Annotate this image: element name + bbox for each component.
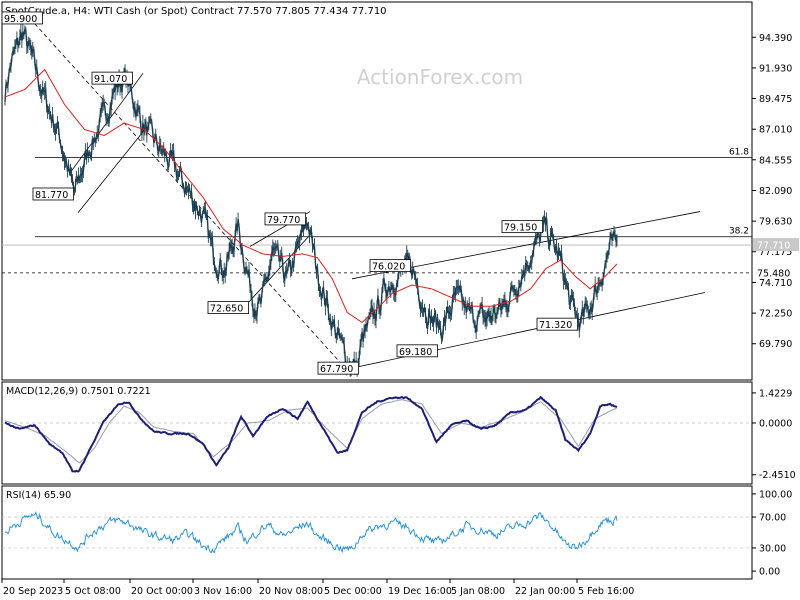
annotation-label: 67.790 (320, 364, 353, 375)
annotation-box (396, 344, 438, 358)
y-tick-label: 87.010 (759, 125, 792, 136)
y-tick-label: 82.090 (759, 186, 792, 197)
main-frame (1, 1, 753, 381)
y-tick-label: 94.390 (759, 33, 792, 44)
y-tick-label: 91.930 (759, 63, 792, 74)
macd-title: MACD(12,26,9) 0.7501 0.7221 (6, 386, 151, 397)
signal-series (4, 399, 618, 464)
x-tick-label: 5 Feb 16:00 (578, 586, 634, 597)
annotation-box (369, 259, 411, 273)
last-price-label-bg (753, 238, 799, 252)
annotation-label: 76.020 (372, 262, 405, 273)
annotation-box (317, 361, 359, 375)
x-tick-label: 5 Oct 08:00 (65, 586, 121, 597)
y-tick-label: 77.175 (759, 247, 792, 258)
fib-label: 61.8 (729, 147, 749, 157)
x-tick-label: 20 Sep 2023 (3, 586, 63, 597)
rsi-title: RSI(14) 65.90 (6, 490, 71, 501)
x-tick-label: 22 Jan 00:00 (515, 586, 575, 597)
ma-series (4, 68, 618, 324)
y-tick-label: 89.475 (759, 94, 792, 105)
support-level-label: 75.480 (757, 268, 790, 279)
trend-line (244, 232, 313, 307)
y-tick-label: 30.00 (759, 543, 786, 554)
annotation-box (207, 301, 249, 315)
x-tick-label: 3 Nov 16:00 (194, 586, 252, 597)
y-tick-label: 84.555 (759, 155, 792, 166)
y-tick-label: 1.4229 (759, 388, 792, 399)
annotation-label: 95.900 (4, 14, 37, 25)
annotation-box (536, 317, 578, 331)
annotation-label: 72.650 (210, 304, 243, 315)
annotation-box (264, 212, 306, 226)
macd-pane: 1.4229 0.0000 -2.4510 MACD(12,26,9) 0.7501 … (2, 386, 796, 481)
annotation-box (501, 220, 543, 234)
chart-title: SpotCrude.a, H4: WTI Cash (or Spot) Cont… (5, 6, 387, 17)
last-price-label: 77.710 (757, 241, 790, 252)
annotation-label: 71.320 (539, 320, 572, 331)
y-tick-label: 100.00 (759, 489, 792, 500)
annotation-box (32, 187, 74, 201)
macd-series (4, 395, 618, 473)
y-tick-label: 0.0000 (759, 418, 792, 429)
x-tick-label: 20 Oct 00:00 (131, 586, 193, 597)
support-level-label-bg (753, 265, 799, 279)
rsi-series (4, 511, 618, 554)
annotation-label: 79.770 (267, 215, 300, 226)
x-tick-label: 5 Jan 08:00 (451, 586, 505, 597)
macd-frame (1, 381, 753, 485)
annotation-label: 81.770 (35, 190, 68, 201)
rsi-frame (1, 485, 753, 580)
x-axis: 20 Sep 2023 5 Oct 08:00 20 Oct 00:00 3 Nov … (1, 579, 634, 597)
fib-label: 38.2 (729, 227, 749, 237)
y-tick-label: 69.790 (759, 339, 792, 350)
annotation-box (1, 11, 43, 25)
x-tick-label: 20 Nov 08:00 (259, 586, 323, 597)
annotation-label: 79.150 (504, 223, 537, 234)
trend-line (77, 126, 148, 214)
y-tick-label: -2.4510 (759, 470, 796, 481)
price-pane: 94.390 91.930 89.475 87.010 84.555 82.090 79.6… (1, 11, 799, 377)
y-tick-label: 0.00 (759, 567, 780, 578)
annotation-label: 69.180 (399, 347, 432, 358)
watermark: ActionForex.com (357, 65, 523, 89)
y-tick-label: 72.250 (759, 309, 792, 320)
annotation-box (91, 71, 133, 85)
x-tick-label: 5 Dec 00:00 (324, 586, 382, 597)
x-tick-label: 19 Dec 16:00 (388, 586, 452, 597)
y-tick-label: 74.710 (759, 278, 792, 289)
y-tick-label: 70.00 (759, 513, 786, 524)
y-tick-label: 79.630 (759, 217, 792, 228)
rsi-pane: 100.00 70.00 30.00 0.00 RSI(14) 65.90 (2, 489, 792, 578)
annotation-label: 91.070 (94, 74, 127, 85)
